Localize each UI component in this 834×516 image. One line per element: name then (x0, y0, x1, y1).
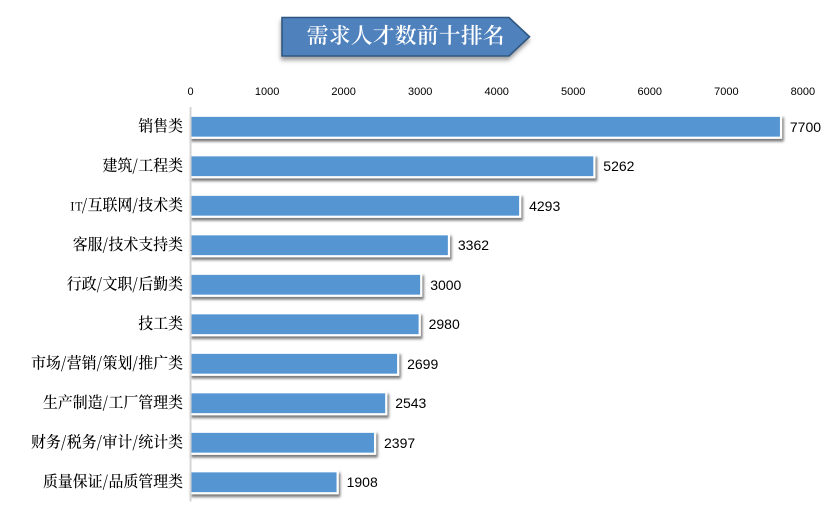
svg-text:7000: 7000 (714, 86, 738, 98)
svg-text:8000: 8000 (791, 86, 815, 98)
svg-text:2000: 2000 (331, 86, 355, 98)
svg-text:5000: 5000 (561, 86, 585, 98)
svg-text:4293: 4293 (529, 198, 560, 214)
svg-text:2543: 2543 (395, 395, 426, 411)
svg-text:3362: 3362 (458, 237, 489, 253)
svg-text:1000: 1000 (255, 86, 279, 98)
svg-text:7700: 7700 (790, 119, 821, 135)
svg-text:3000: 3000 (430, 277, 461, 293)
svg-text:2397: 2397 (384, 435, 415, 451)
svg-text:0: 0 (187, 86, 193, 98)
svg-text:3000: 3000 (408, 86, 432, 98)
svg-text:2699: 2699 (407, 356, 438, 372)
svg-text:2980: 2980 (429, 316, 460, 332)
svg-text:4000: 4000 (484, 86, 508, 98)
svg-text:5262: 5262 (603, 158, 634, 174)
svg-text:6000: 6000 (638, 86, 662, 98)
svg-text:1908: 1908 (347, 474, 378, 490)
